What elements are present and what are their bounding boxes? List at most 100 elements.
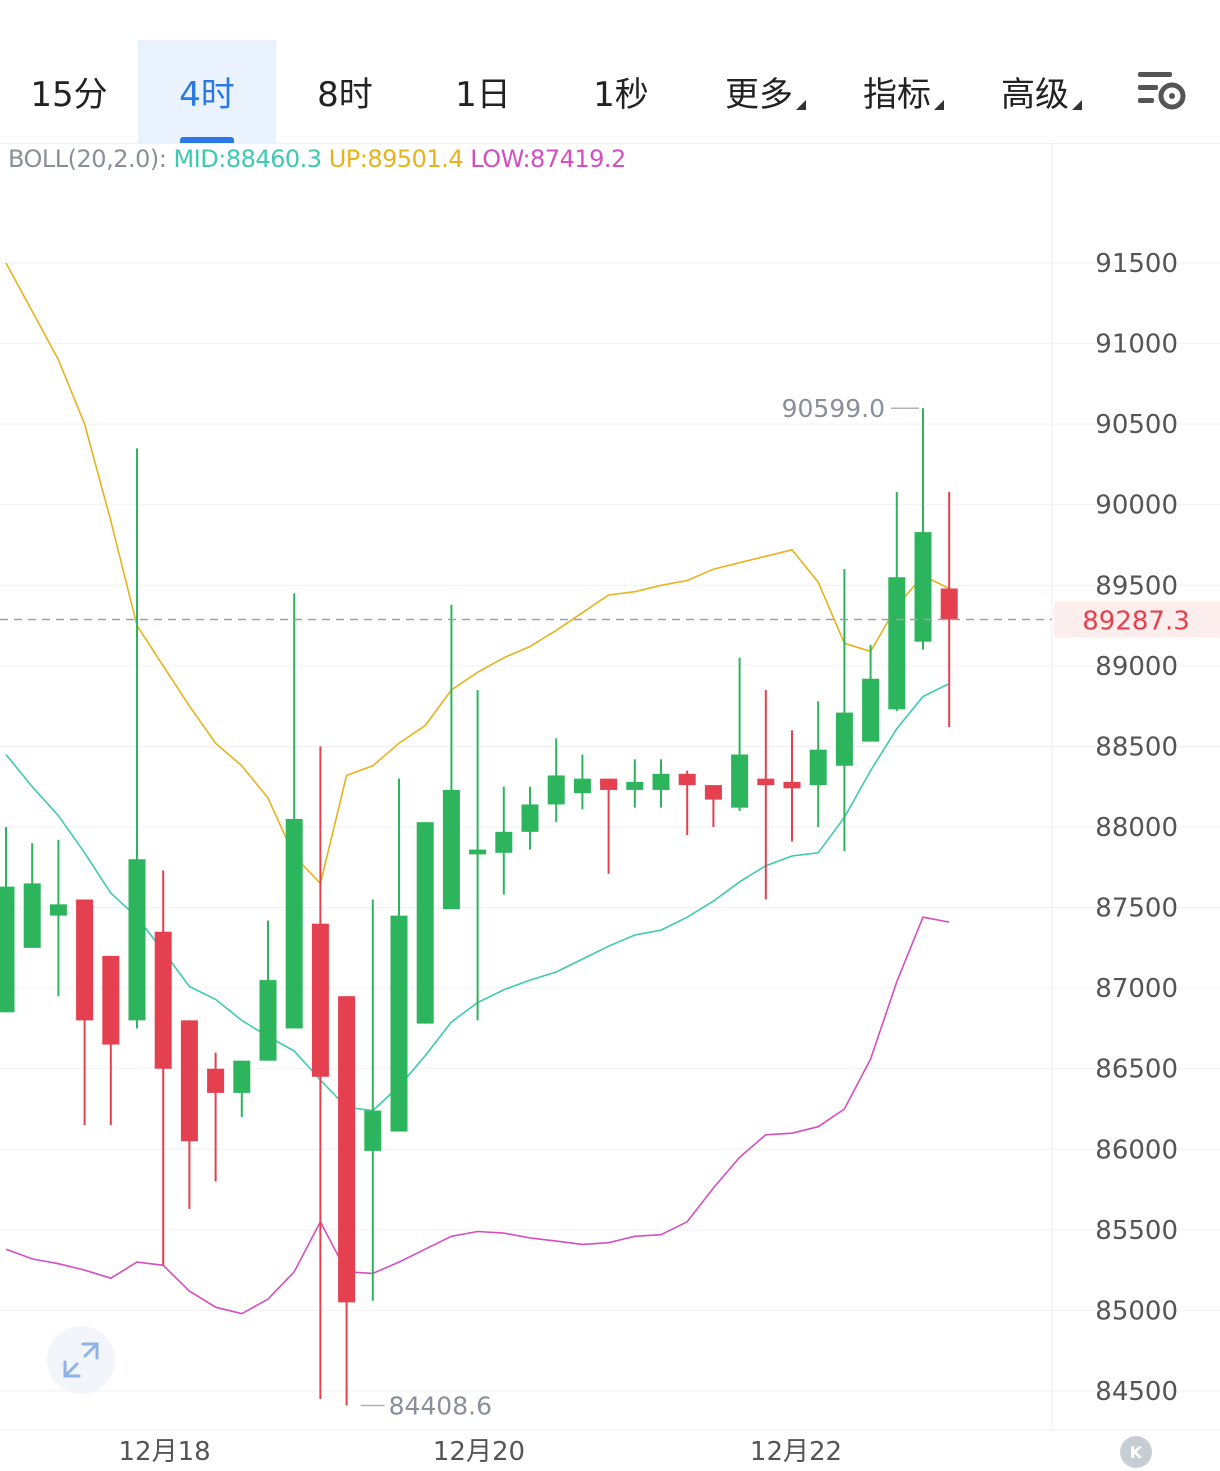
candle bbox=[390, 778, 408, 1132]
candle bbox=[573, 754, 591, 810]
candle-body bbox=[940, 588, 958, 620]
candle bbox=[731, 657, 749, 811]
candle bbox=[495, 786, 513, 895]
legend-up: UP:89501.4 bbox=[328, 145, 464, 173]
kline-logo-icon[interactable]: K bbox=[1120, 1436, 1152, 1468]
y-tick-label: 86500 bbox=[1095, 1055, 1178, 1085]
y-tick-label: 84500 bbox=[1095, 1377, 1178, 1407]
candle-body bbox=[364, 1110, 382, 1151]
candle-body bbox=[102, 955, 120, 1045]
candle bbox=[626, 759, 644, 808]
candle bbox=[652, 759, 670, 808]
candle-body bbox=[783, 781, 801, 789]
y-tick-label: 89000 bbox=[1095, 652, 1178, 682]
candle-body bbox=[442, 789, 460, 910]
candle bbox=[233, 1060, 251, 1118]
candle bbox=[102, 955, 120, 1126]
tab-4h[interactable]: 4时 bbox=[138, 40, 276, 143]
tab-indicators[interactable]: 指标 bbox=[828, 40, 966, 143]
candle bbox=[364, 899, 382, 1301]
candle-body bbox=[495, 831, 513, 853]
tab-more[interactable]: 更多 bbox=[690, 40, 828, 143]
tab-1d[interactable]: 1日 bbox=[414, 40, 552, 143]
x-tick-label: 12月18 bbox=[118, 1437, 210, 1467]
candle-body bbox=[652, 773, 670, 790]
y-tick-label: 90000 bbox=[1095, 491, 1178, 521]
candle-body bbox=[862, 678, 880, 742]
candle bbox=[259, 920, 277, 1061]
candle bbox=[783, 730, 801, 842]
candle bbox=[940, 491, 958, 728]
y-tick-label: 90500 bbox=[1095, 410, 1178, 440]
tab-label: 8时 bbox=[317, 75, 373, 115]
candle bbox=[23, 843, 41, 948]
candle bbox=[311, 746, 329, 1400]
candle bbox=[128, 448, 146, 1029]
candle-body bbox=[704, 785, 722, 800]
candle bbox=[521, 786, 539, 850]
tab-8h[interactable]: 8时 bbox=[276, 40, 414, 143]
candle-body bbox=[338, 996, 356, 1303]
y-tick-label: 85500 bbox=[1095, 1216, 1178, 1246]
candle bbox=[180, 1020, 198, 1209]
candle-body bbox=[914, 532, 932, 642]
active-tab-indicator bbox=[180, 137, 234, 143]
candle bbox=[757, 690, 775, 900]
tab-label: 1日 bbox=[455, 75, 511, 115]
candle-body bbox=[469, 849, 487, 855]
candle bbox=[154, 870, 172, 1266]
candle-body bbox=[128, 859, 146, 1021]
candle-body bbox=[0, 886, 15, 1013]
candle bbox=[809, 701, 827, 827]
candle-body bbox=[390, 915, 408, 1132]
x-tick-label: 12月22 bbox=[750, 1437, 842, 1467]
candle-body bbox=[23, 883, 41, 948]
candle bbox=[835, 569, 853, 852]
candle bbox=[76, 899, 94, 1126]
candle bbox=[442, 604, 460, 910]
candle-body bbox=[600, 778, 618, 790]
candle-body bbox=[416, 822, 434, 1024]
candle bbox=[600, 778, 618, 874]
tab-label: 4时 bbox=[179, 75, 235, 115]
dropdown-caret-icon bbox=[796, 100, 806, 110]
candle-body bbox=[809, 749, 827, 786]
candle-body bbox=[180, 1020, 198, 1142]
y-tick-label: 88500 bbox=[1095, 732, 1178, 762]
candle-body bbox=[311, 923, 329, 1077]
candle bbox=[862, 644, 880, 742]
y-tick-label: 87000 bbox=[1095, 974, 1178, 1004]
candle bbox=[285, 593, 303, 1029]
expand-icon[interactable] bbox=[47, 1326, 115, 1394]
tab-label: 1秒 bbox=[593, 75, 649, 115]
candle-body bbox=[626, 781, 644, 790]
candle-body bbox=[678, 773, 696, 786]
current-price-tag-bg bbox=[1054, 601, 1220, 638]
candle-body bbox=[521, 804, 539, 832]
timeframe-toolbar: 15分 4时 8时 1日 1秒 更多 指标 高级 bbox=[0, 40, 1220, 144]
candle bbox=[49, 839, 67, 997]
candle-body bbox=[76, 899, 94, 1021]
tab-advanced[interactable]: 高级 bbox=[966, 40, 1104, 143]
candle-body bbox=[547, 775, 565, 805]
legend-low: LOW:87419.2 bbox=[470, 145, 626, 173]
tab-label: 高级 bbox=[1001, 75, 1069, 115]
candle bbox=[914, 408, 932, 650]
candle-body bbox=[49, 904, 67, 916]
candle-body bbox=[233, 1060, 251, 1093]
tab-15min[interactable]: 15分 bbox=[0, 40, 138, 143]
candle-body bbox=[731, 754, 749, 808]
tab-1s[interactable]: 1秒 bbox=[552, 40, 690, 143]
candle bbox=[338, 996, 356, 1406]
y-tick-label: 87500 bbox=[1095, 894, 1178, 924]
candle bbox=[888, 491, 906, 711]
chart-settings-icon[interactable] bbox=[1136, 68, 1188, 114]
min-price-label: 84408.6 bbox=[389, 1392, 492, 1421]
candle bbox=[207, 1052, 225, 1182]
candle-body bbox=[835, 712, 853, 766]
max-price-label: 90599.0 bbox=[782, 394, 885, 423]
tab-label: 指标 bbox=[863, 75, 931, 115]
candle bbox=[0, 827, 15, 1013]
boll-up-line bbox=[5, 262, 950, 886]
